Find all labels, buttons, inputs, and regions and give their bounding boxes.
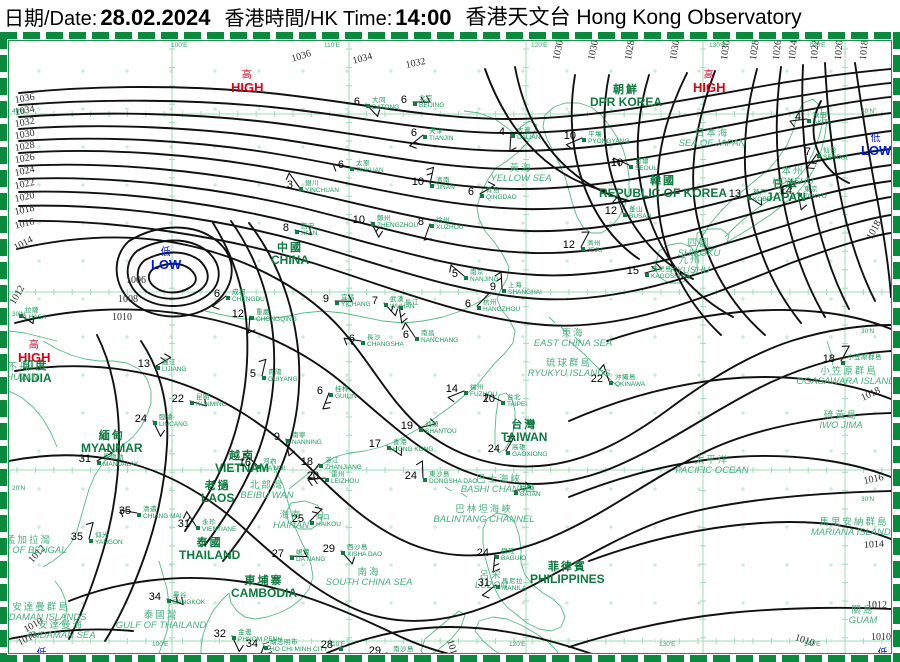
time-label: 香港時間/HK Time:: [224, 7, 393, 30]
isobar-layer: [9, 62, 891, 653]
chart-border-left: [0, 32, 7, 662]
date-segment: 日期/Date: 28.02.2024: [4, 2, 210, 31]
time-segment: 香港時間/HK Time: 14:00: [224, 2, 451, 31]
chart-border-top: [0, 32, 900, 39]
map-plot-area: 100'E 110'E 120'E 130'E 140'E 100'E 110'E 120'E…: [9, 41, 891, 653]
weather-chart: 100'E 110'E 120'E 130'E 140'E 100'E 110'E 120'E…: [0, 32, 900, 662]
chart-border-right: [893, 32, 900, 662]
map-frame: 100'E 110'E 120'E 130'E 140'E 100'E 110'E 120'E…: [0, 32, 900, 662]
page-header: 日期/Date: 28.02.2024 香港時間/HK Time: 14:00 …: [0, 0, 900, 32]
wind-barb-layer: [18, 95, 850, 653]
date-label: 日期/Date:: [4, 7, 98, 30]
organisation-name: 香港天文台 Hong Kong Observatory: [465, 6, 802, 29]
chart-border-bottom: [0, 655, 900, 662]
graticule-layer: [9, 41, 891, 653]
time-value: 14:00: [395, 4, 452, 30]
date-value: 28.02.2024: [100, 4, 211, 30]
